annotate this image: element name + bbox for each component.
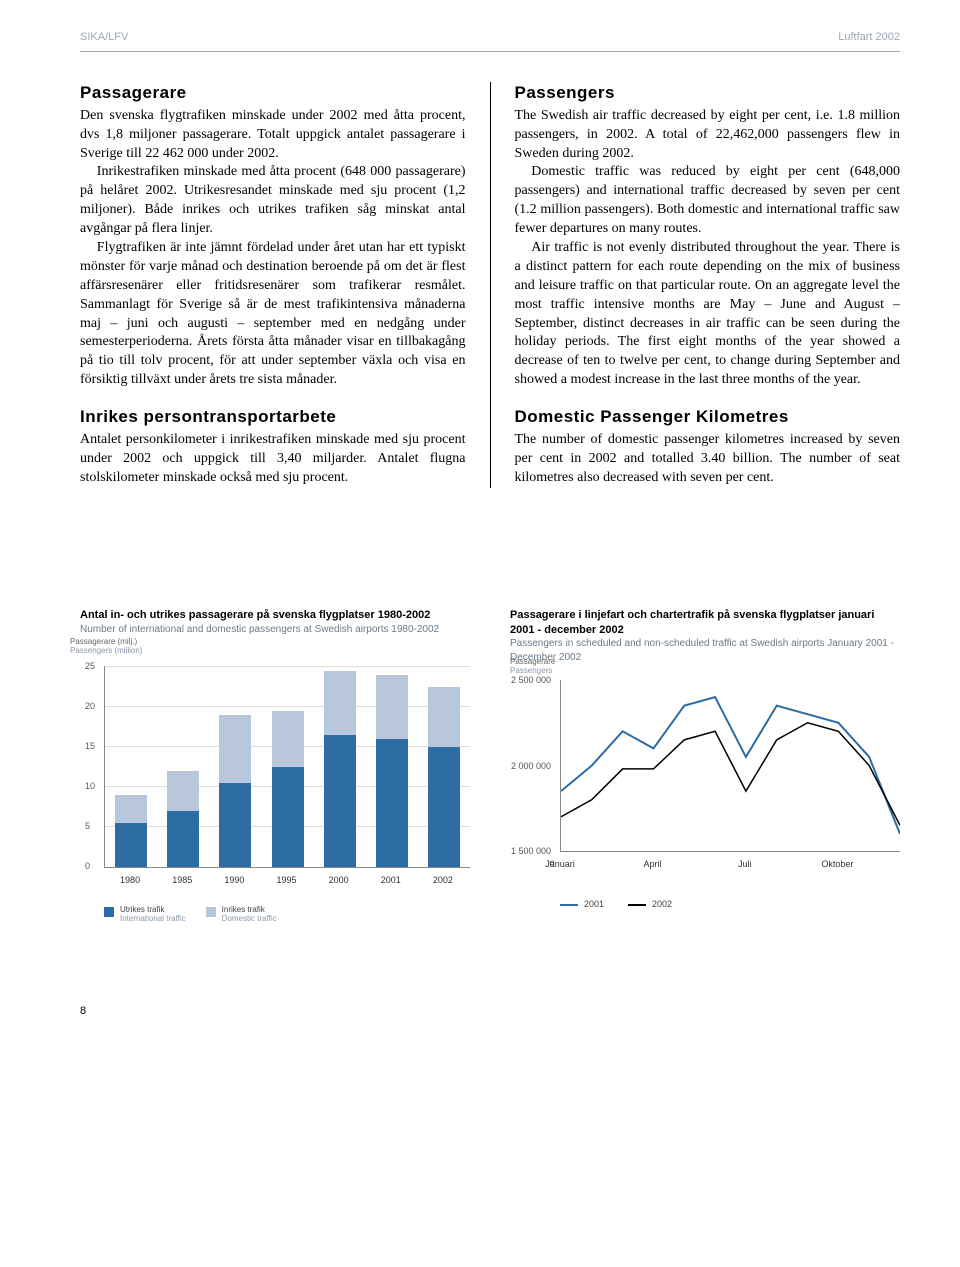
line-chart-title-en: Passengers in scheduled and non-schedule… (510, 637, 900, 664)
bar-group (219, 715, 251, 867)
header-right: Luftfart 2002 (838, 30, 900, 45)
bar-segment (272, 711, 304, 767)
bar-group (167, 771, 199, 867)
line-chart: Passagerare Passengers 1 500 0002 000 00… (560, 680, 900, 880)
bar-ytick: 10 (85, 780, 95, 792)
bar-chart-block: Antal in- och utrikes passagerare på sve… (80, 608, 470, 924)
bar-segment (219, 715, 251, 783)
bar-ytick: 5 (85, 820, 90, 832)
bar-segment (428, 687, 460, 747)
legend-text: Utrikes trafikInternational traffic (120, 906, 186, 924)
bar-segment (272, 767, 304, 867)
line-chart-legend: 2001 2002 (560, 898, 900, 910)
legend-item: Inrikes trafikDomestic traffic (206, 906, 277, 924)
bar-chart: Passagerare (milj.) Passengers (million)… (104, 666, 470, 886)
bar-group (272, 711, 304, 867)
bar-segment (115, 823, 147, 867)
para-sv-4: Antalet personkilometer i inrikestrafike… (80, 431, 466, 488)
legend-item: 2001 (560, 898, 604, 910)
legend-item: Utrikes trafikInternational traffic (104, 906, 186, 924)
header-rule (80, 51, 900, 52)
bar-group (115, 795, 147, 867)
bar-xtick: 1990 (224, 874, 244, 886)
bar-ytick: 25 (85, 660, 95, 672)
bar-xtick: 1980 (120, 874, 140, 886)
bar-chart-plot: 0510152025 (104, 666, 470, 868)
line-chart-title-sv: Passagerare i linjefart och chartertrafi… (510, 608, 900, 638)
charts-row: Antal in- och utrikes passagerare på sve… (80, 608, 900, 924)
legend-label: 2002 (652, 898, 672, 910)
bar-group (324, 671, 356, 867)
para-en-1: The Swedish air traffic decreased by eig… (515, 107, 901, 164)
bar-segment (219, 783, 251, 867)
heading-passengers: Passengers (515, 82, 901, 105)
legend-swatch (104, 907, 114, 917)
text-columns: Passagerare Den svenska flygtrafiken min… (80, 82, 900, 488)
page-number: 8 (80, 1004, 900, 1019)
bar-segment (376, 739, 408, 867)
legend-swatch (628, 904, 646, 906)
bar-chart-title-sv: Antal in- och utrikes passagerare på sve… (80, 608, 470, 623)
line-xtick: Juli (738, 858, 752, 870)
line-chart-block: Passagerare i linjefart och chartertrafi… (510, 608, 900, 924)
legend-item: 2002 (628, 898, 672, 910)
legend-swatch (206, 907, 216, 917)
bar-ytick: 15 (85, 740, 95, 752)
legend-swatch (560, 904, 578, 906)
line-ytick: 1 500 000 (511, 845, 551, 857)
bar-segment (115, 795, 147, 823)
left-column: Passagerare Den svenska flygtrafiken min… (80, 82, 491, 488)
para-en-2: Domestic traffic was reduced by eight pe… (515, 163, 901, 239)
bar-segment (167, 771, 199, 811)
line-ytick: 2 500 000 (511, 674, 551, 686)
page-header: SIKA/LFV Luftfart 2002 (80, 30, 900, 45)
bar-ytick: 0 (85, 860, 90, 872)
para-en-3: Air traffic is not evenly distributed th… (515, 239, 901, 390)
para-sv-3: Flygtrafiken är inte jämnt fördelad unde… (80, 239, 466, 390)
line-xtick: Oktober (821, 858, 853, 870)
line-series (561, 698, 900, 835)
para-en-4: The number of domestic passenger kilomet… (515, 431, 901, 488)
para-sv-1: Den svenska flygtrafiken minskade under … (80, 107, 466, 164)
line-xtick: April (643, 858, 661, 870)
bar-chart-legend: Utrikes trafikInternational traffic Inrik… (104, 906, 470, 924)
heading-inrikes: Inrikes persontransportarbete (80, 406, 466, 429)
bar-segment (428, 747, 460, 867)
bar-xtick: 1985 (172, 874, 192, 886)
bar-group (376, 675, 408, 867)
bar-xtick: 2002 (433, 874, 453, 886)
line-origin-label: 0 (549, 858, 554, 870)
right-column: Passengers The Swedish air traffic decre… (515, 82, 901, 488)
bar-segment (324, 671, 356, 735)
bar-chart-ylabel: Passagerare (milj.) Passengers (million) (70, 638, 142, 656)
line-series (561, 723, 900, 826)
bar-segment (324, 735, 356, 867)
heading-domestic-km: Domestic Passenger Kilometres (515, 406, 901, 429)
bar-segment (376, 675, 408, 739)
heading-passagerare: Passagerare (80, 82, 466, 105)
bar-xtick: 2001 (381, 874, 401, 886)
line-ytick: 2 000 000 (511, 760, 551, 772)
legend-text: Inrikes trafikDomestic traffic (222, 906, 277, 924)
legend-label: 2001 (584, 898, 604, 910)
bar-ytick: 20 (85, 700, 95, 712)
bar-xtick: 2000 (329, 874, 349, 886)
line-chart-svg (561, 680, 900, 851)
bar-group (428, 687, 460, 867)
header-left: SIKA/LFV (80, 30, 128, 45)
bar-chart-title-en: Number of international and domestic pas… (80, 623, 470, 637)
line-chart-plot: 1 500 0002 000 0002 500 000 (560, 680, 900, 852)
bar-xtick: 1995 (276, 874, 296, 886)
para-sv-2: Inrikestrafiken minskade med åtta procen… (80, 163, 466, 239)
bar-segment (167, 811, 199, 867)
